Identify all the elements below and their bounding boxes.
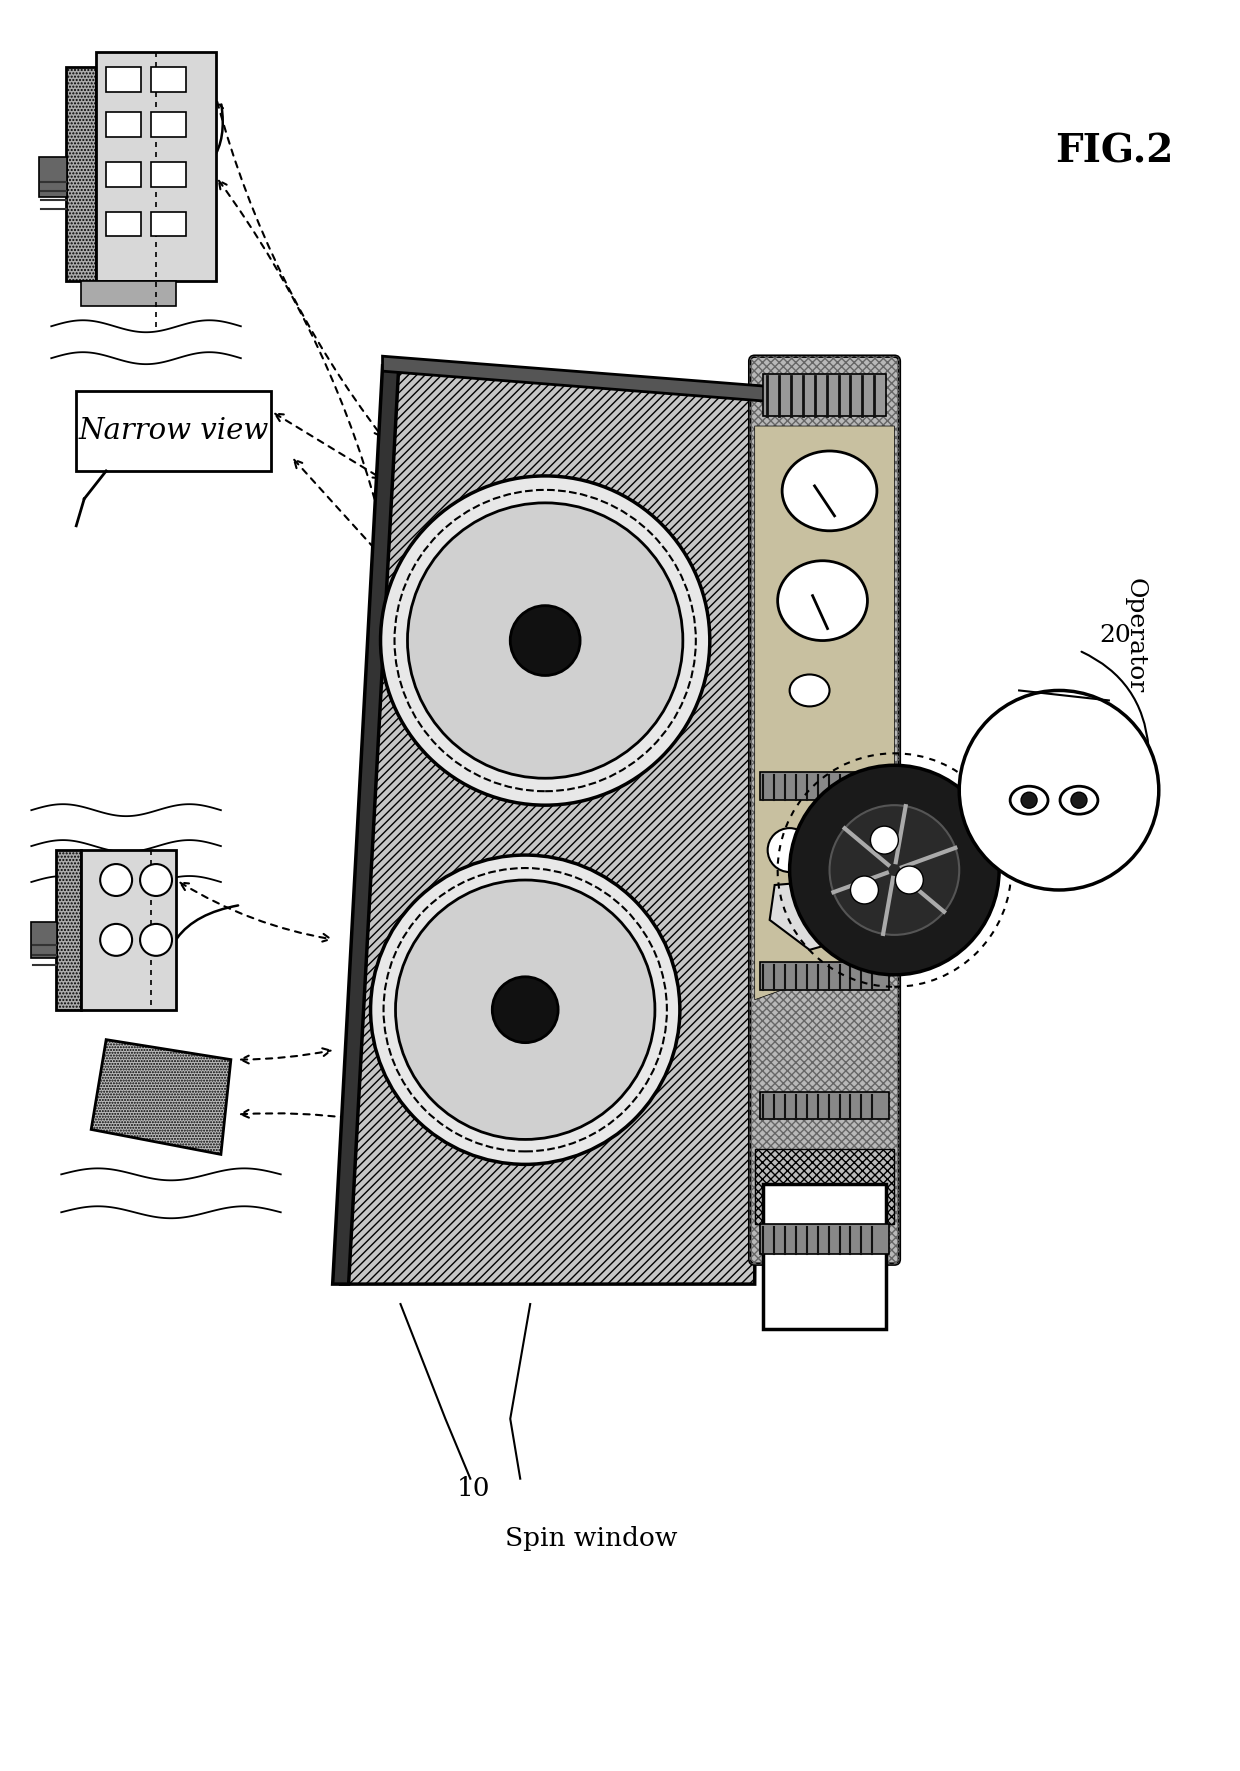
Bar <box>107 211 141 237</box>
Bar <box>107 112 141 136</box>
Text: 20: 20 <box>1099 623 1131 646</box>
Polygon shape <box>92 1040 231 1155</box>
Bar <box>151 161 186 186</box>
Bar <box>760 772 889 800</box>
Circle shape <box>492 978 558 1043</box>
Circle shape <box>100 924 133 956</box>
Circle shape <box>381 476 709 806</box>
FancyBboxPatch shape <box>750 356 899 1264</box>
Circle shape <box>140 864 172 896</box>
Polygon shape <box>770 880 844 949</box>
Circle shape <box>870 825 898 854</box>
Text: Operator: Operator <box>1123 577 1147 692</box>
Ellipse shape <box>1060 786 1097 815</box>
Polygon shape <box>81 850 176 1009</box>
Bar <box>760 1091 889 1119</box>
Circle shape <box>790 765 999 974</box>
Text: Spin window: Spin window <box>505 1527 678 1551</box>
Ellipse shape <box>782 452 877 531</box>
Bar <box>763 374 887 416</box>
Circle shape <box>960 691 1159 891</box>
Polygon shape <box>81 282 176 306</box>
Circle shape <box>851 877 878 903</box>
Bar <box>40 156 67 197</box>
Polygon shape <box>97 51 216 282</box>
Circle shape <box>768 829 811 871</box>
Polygon shape <box>341 367 760 1284</box>
Circle shape <box>895 866 924 894</box>
Polygon shape <box>66 67 97 282</box>
Ellipse shape <box>777 561 868 641</box>
Text: FIG.2: FIG.2 <box>1055 133 1173 170</box>
Bar <box>760 1224 889 1254</box>
Circle shape <box>1071 792 1087 808</box>
Circle shape <box>1021 792 1037 808</box>
Ellipse shape <box>1011 786 1048 815</box>
Polygon shape <box>755 427 894 1001</box>
Ellipse shape <box>790 675 830 707</box>
Circle shape <box>396 880 655 1139</box>
Bar <box>107 67 141 92</box>
Bar <box>763 1185 887 1328</box>
Bar <box>107 161 141 186</box>
Polygon shape <box>56 850 81 1009</box>
Polygon shape <box>332 367 398 1284</box>
Bar <box>76 391 270 471</box>
Circle shape <box>371 855 680 1164</box>
Text: 10: 10 <box>456 1477 490 1502</box>
Text: Narrow view: Narrow view <box>78 416 269 445</box>
Circle shape <box>830 806 960 935</box>
Polygon shape <box>382 356 765 400</box>
Circle shape <box>408 503 683 777</box>
Bar <box>760 962 889 990</box>
Bar <box>31 923 57 958</box>
Bar <box>151 67 186 92</box>
Circle shape <box>140 924 172 956</box>
Polygon shape <box>755 1149 894 1224</box>
Bar <box>151 211 186 237</box>
Circle shape <box>510 606 580 675</box>
Bar <box>151 112 186 136</box>
Circle shape <box>100 864 133 896</box>
